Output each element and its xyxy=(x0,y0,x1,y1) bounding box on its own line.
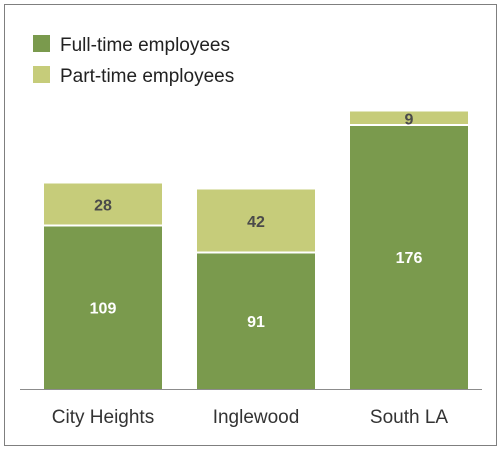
x-tick-label-1: Inglewood xyxy=(213,407,300,428)
segment-separator-0 xyxy=(44,224,162,227)
data-label-part-time-1: 42 xyxy=(247,214,265,231)
data-label-part-time-0: 28 xyxy=(94,198,112,215)
bar-part-time-0 xyxy=(44,183,162,226)
data-label-full-time-0: 109 xyxy=(90,300,117,317)
data-label-full-time-2: 176 xyxy=(396,250,423,267)
legend: Full-time employees Part-time employees xyxy=(33,35,234,87)
bar-full-time-2 xyxy=(350,125,468,389)
bar-full-time-1 xyxy=(197,252,315,389)
legend-swatch-part-time xyxy=(33,66,50,83)
bars-layer: 109 28 91 42 176 9 xyxy=(44,111,468,389)
x-tick-labels: City Heights Inglewood South LA xyxy=(52,407,449,428)
x-tick-label-0: City Heights xyxy=(52,407,154,428)
bar-part-time-2 xyxy=(350,111,468,125)
segment-separator-1 xyxy=(197,251,315,254)
data-label-part-time-2: 9 xyxy=(405,111,414,128)
bar-full-time-0 xyxy=(44,225,162,389)
x-tick-label-2: South LA xyxy=(370,407,448,428)
legend-label-part-time: Part-time employees xyxy=(60,66,234,87)
data-label-full-time-1: 91 xyxy=(247,314,265,331)
bar-part-time-1 xyxy=(197,189,315,253)
segment-separator-2 xyxy=(350,124,468,126)
legend-swatch-full-time xyxy=(33,35,50,52)
legend-label-full-time: Full-time employees xyxy=(60,35,230,56)
